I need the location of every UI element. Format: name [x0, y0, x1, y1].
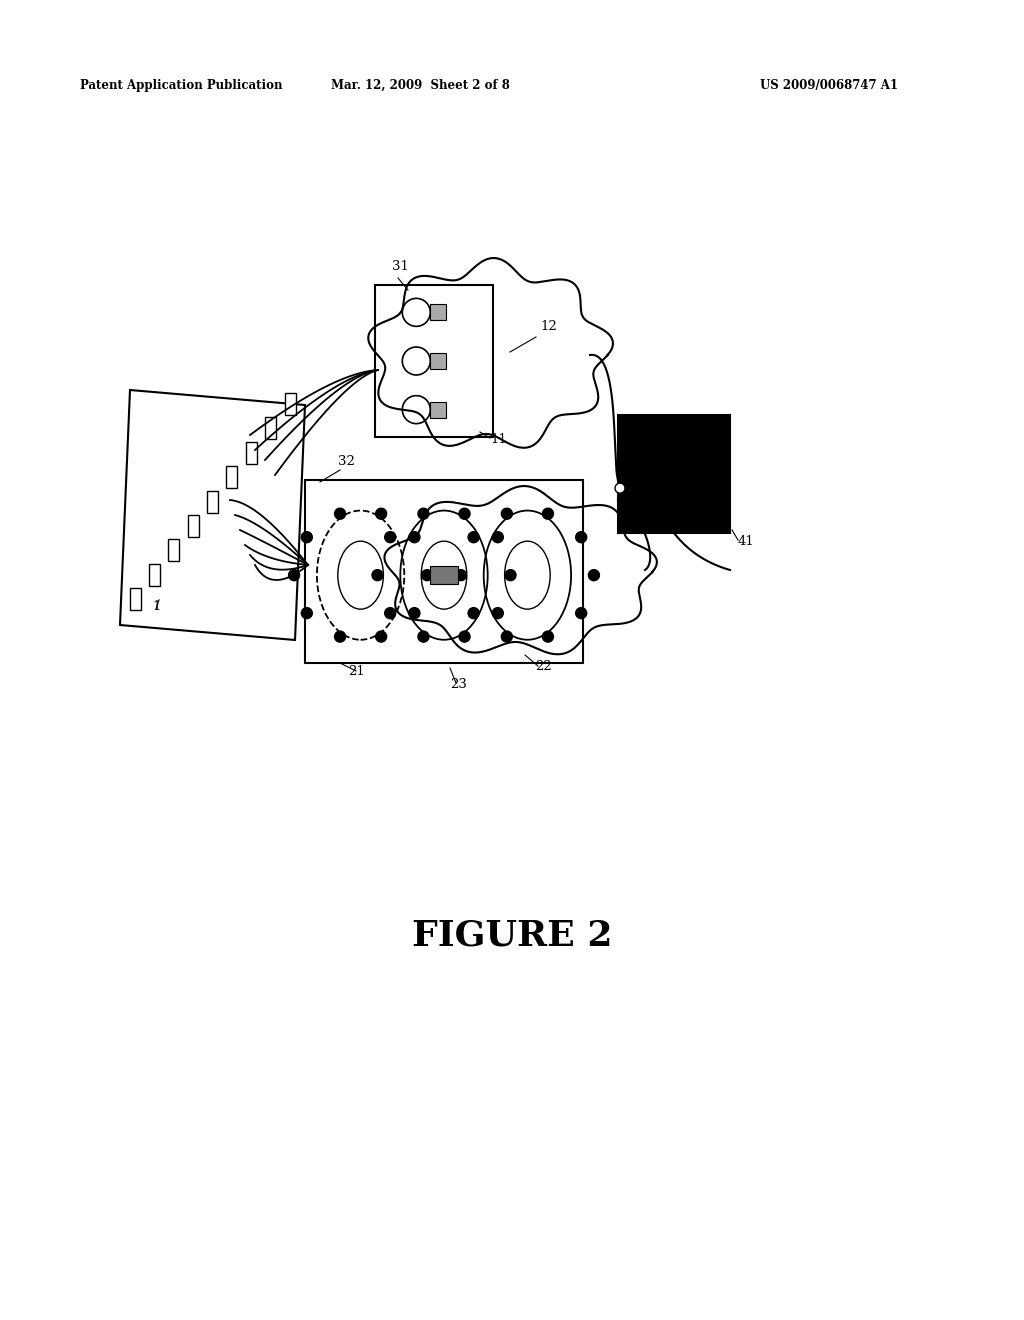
Circle shape [418, 631, 429, 642]
Text: Patent Application Publication: Patent Application Publication [80, 78, 283, 91]
Circle shape [502, 508, 512, 519]
Circle shape [543, 631, 553, 642]
Bar [207, 491, 218, 512]
Text: US 2009/0068747 A1: US 2009/0068747 A1 [760, 78, 898, 91]
Bar [375, 285, 493, 437]
Text: 31: 31 [392, 260, 409, 273]
Bar [430, 305, 446, 321]
Bar [305, 480, 583, 663]
Circle shape [409, 532, 420, 543]
Circle shape [385, 532, 395, 543]
Circle shape [418, 508, 429, 519]
Circle shape [543, 508, 553, 519]
Bar [618, 414, 730, 533]
Bar [265, 417, 276, 440]
Bar [285, 393, 296, 414]
Bar [246, 442, 257, 463]
Circle shape [459, 631, 470, 642]
Circle shape [615, 483, 625, 494]
Circle shape [422, 570, 432, 581]
Circle shape [335, 631, 345, 642]
Circle shape [335, 508, 345, 519]
Text: FIGURE 2: FIGURE 2 [412, 917, 612, 952]
Circle shape [289, 570, 300, 581]
Text: 12: 12 [540, 319, 557, 333]
Circle shape [301, 607, 312, 619]
Text: 32: 32 [338, 455, 355, 469]
Circle shape [589, 570, 599, 581]
Text: 1: 1 [152, 601, 161, 612]
Bar [168, 540, 179, 561]
Circle shape [493, 532, 504, 543]
Text: 22: 22 [535, 660, 552, 673]
Text: Mar. 12, 2009  Sheet 2 of 8: Mar. 12, 2009 Sheet 2 of 8 [331, 78, 509, 91]
Circle shape [502, 631, 512, 642]
Text: 23: 23 [450, 678, 467, 690]
Circle shape [409, 607, 420, 619]
Circle shape [468, 532, 479, 543]
Bar [430, 352, 446, 370]
Circle shape [459, 508, 470, 519]
Bar [430, 566, 458, 585]
Circle shape [376, 631, 387, 642]
Circle shape [372, 570, 383, 581]
Bar [129, 587, 140, 610]
Bar [226, 466, 238, 488]
Bar [430, 401, 446, 417]
Text: 21: 21 [348, 665, 365, 678]
Circle shape [468, 607, 479, 619]
Text: 11: 11 [490, 433, 507, 446]
Circle shape [575, 607, 587, 619]
Bar [187, 515, 199, 537]
Circle shape [385, 607, 395, 619]
Text: 41: 41 [738, 535, 755, 548]
Circle shape [575, 532, 587, 543]
Bar [148, 564, 160, 586]
Circle shape [301, 532, 312, 543]
Circle shape [456, 570, 466, 581]
Circle shape [505, 570, 516, 581]
Circle shape [376, 508, 387, 519]
Circle shape [493, 607, 504, 619]
